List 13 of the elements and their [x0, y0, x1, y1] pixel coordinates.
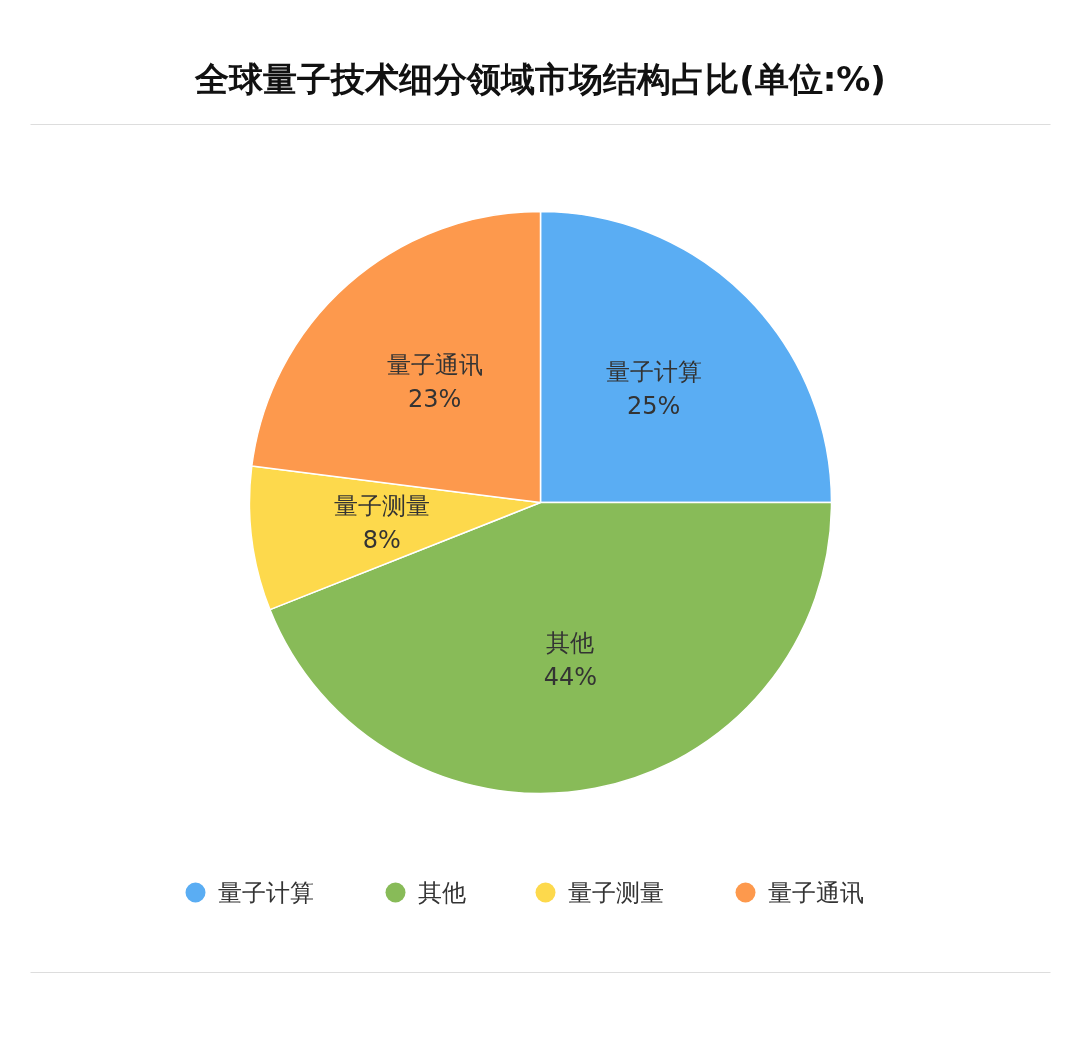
slice-label: 量子计算 — [605, 358, 702, 387]
legend-label: 其他 — [417, 878, 466, 907]
legend-label: 量子测量 — [567, 878, 664, 907]
slice-label: 量子通讯 — [386, 351, 483, 380]
chart-title: 全球量子技术细分领域市场结构占比(单位:%) — [194, 58, 886, 99]
slice-label: 其他 — [546, 628, 595, 657]
slice-label: 量子测量 — [333, 491, 430, 520]
data-label: 44% — [543, 662, 598, 691]
data-label: 23% — [407, 385, 462, 414]
legend-label: 量子计算 — [217, 878, 314, 907]
data-label: 8% — [362, 525, 401, 554]
data-label: 25% — [627, 392, 681, 421]
legend-label: 量子通讯 — [767, 878, 864, 907]
